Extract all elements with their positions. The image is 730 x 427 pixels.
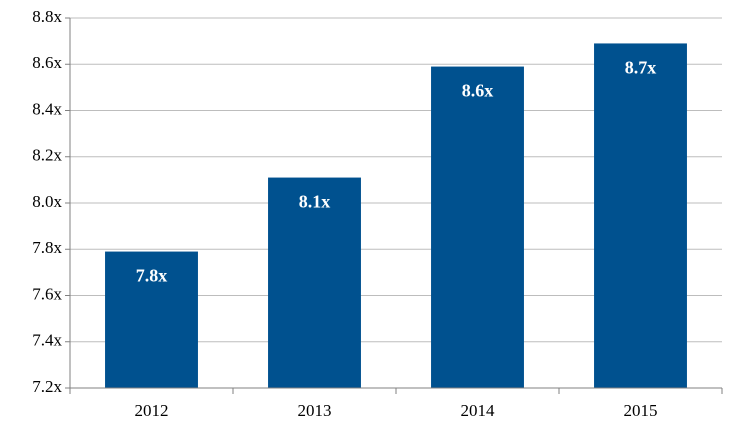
x-tick-label: 2015 — [624, 401, 658, 420]
y-tick-label: 7.4x — [32, 331, 62, 350]
value-label: 7.8x — [136, 266, 168, 286]
x-tick-label: 2014 — [461, 401, 496, 420]
x-tick-label: 2012 — [135, 401, 169, 420]
y-tick-label: 7.8x — [32, 238, 62, 257]
y-tick-label: 8.6x — [32, 53, 62, 72]
bar — [105, 251, 198, 388]
value-label: 8.1x — [299, 192, 331, 212]
bar — [268, 177, 361, 388]
bar — [594, 43, 687, 388]
bar — [431, 66, 524, 388]
bars — [105, 43, 687, 388]
y-tick-label: 8.2x — [32, 146, 62, 165]
y-tick-label: 7.6x — [32, 284, 62, 303]
y-tick-label: 8.8x — [32, 7, 62, 26]
value-label: 8.6x — [462, 81, 494, 101]
x-tick-label: 2013 — [298, 401, 332, 420]
y-tick-label: 8.0x — [32, 192, 62, 211]
y-tick-label: 7.2x — [32, 377, 62, 396]
y-tick-label: 8.4x — [32, 99, 62, 118]
value-label: 8.7x — [625, 58, 657, 78]
